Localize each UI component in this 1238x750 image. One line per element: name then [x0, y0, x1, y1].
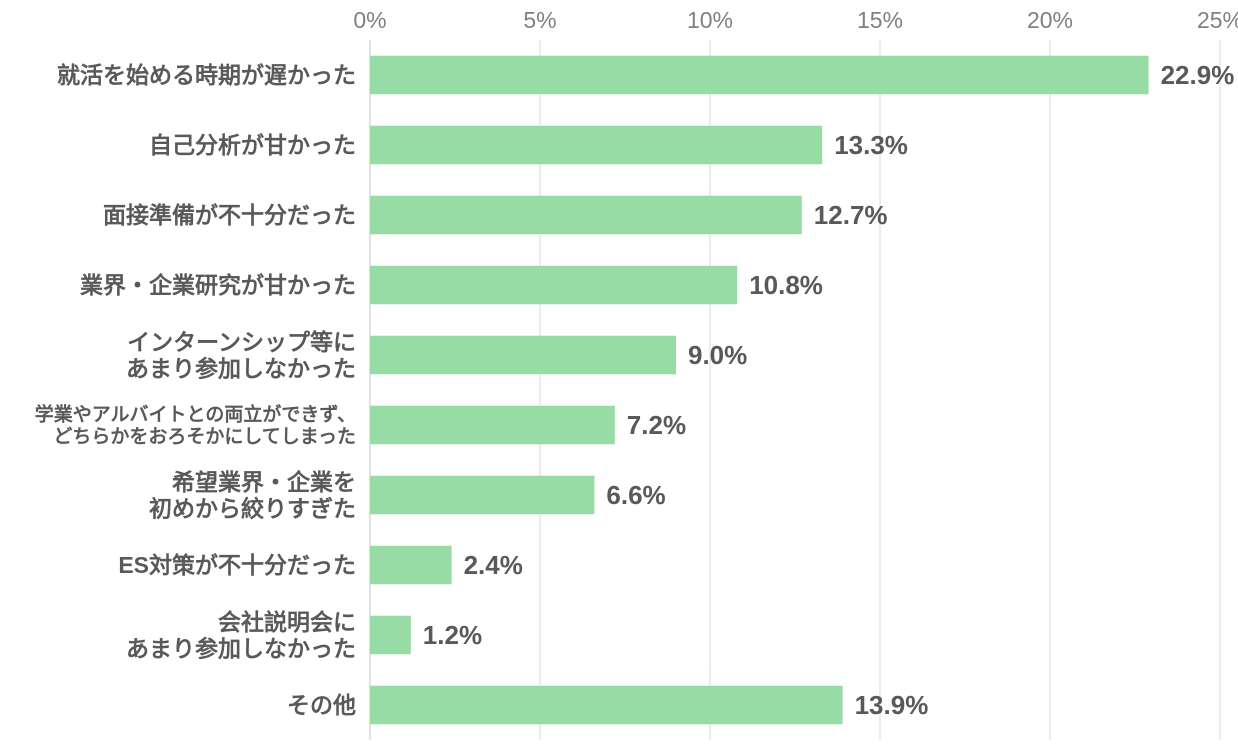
category-label-line: 自己分析が甘かった [149, 132, 356, 158]
value-label: 7.2% [627, 410, 686, 440]
category-label-line: 希望業界・企業を [172, 469, 356, 495]
x-axis-tick-label: 5% [523, 7, 556, 33]
category-label-line: その他 [287, 692, 356, 718]
category-label-line: どちらかをおろそかにしてしまった [53, 426, 356, 448]
bar [370, 126, 822, 165]
category-label: 学業やアルバイトとの両立ができず、どちらかをおろそかにしてしまった [35, 403, 356, 448]
category-label-line: 業界・企業研究が甘かった [79, 272, 356, 298]
bar [370, 266, 737, 305]
bar [370, 616, 411, 655]
category-label-line: 就活を始める時期が遅かった [57, 62, 356, 88]
value-label: 13.3% [834, 130, 908, 160]
category-label: その他 [287, 692, 356, 718]
value-label: 6.6% [606, 480, 665, 510]
bar [370, 336, 676, 375]
bar [370, 406, 615, 445]
category-label: 面接準備が不十分だった [103, 202, 356, 228]
x-axis-tick-label: 15% [857, 7, 903, 33]
category-label: インターンシップ等にあまり参加しなかった [126, 329, 356, 381]
bar [370, 686, 843, 725]
value-label: 13.9% [855, 690, 929, 720]
bar [370, 56, 1149, 95]
category-label-line: 会社説明会に [218, 609, 356, 635]
category-label-line: あまり参加しなかった [126, 355, 356, 381]
bar [370, 196, 802, 235]
category-label-line: 初めから絞りすぎた [149, 495, 356, 521]
category-label-line: 学業やアルバイトとの両立ができず、 [35, 403, 356, 426]
value-label: 9.0% [688, 340, 747, 370]
x-axis-tick-label: 0% [353, 7, 386, 33]
category-label: ES対策が不十分だった [118, 552, 356, 578]
category-label-line: インターンシップ等に [127, 329, 356, 355]
bar [370, 546, 452, 585]
value-label: 22.9% [1161, 60, 1235, 90]
x-axis-tick-label: 25% [1197, 7, 1238, 33]
category-label: 自己分析が甘かった [149, 132, 356, 158]
value-label: 1.2% [423, 620, 482, 650]
value-label: 2.4% [464, 550, 523, 580]
category-label-line: あまり参加しなかった [126, 635, 356, 661]
x-axis-tick-label: 10% [687, 7, 733, 33]
category-label-line: ES対策が不十分だった [118, 552, 356, 578]
value-label: 12.7% [814, 200, 888, 230]
category-label-line: 面接準備が不十分だった [103, 202, 356, 228]
category-label: 希望業界・企業を初めから絞りすぎた [149, 469, 356, 521]
bar [370, 476, 594, 515]
category-label: 業界・企業研究が甘かった [79, 272, 356, 298]
category-label: 就活を始める時期が遅かった [57, 62, 356, 88]
survey-bar-chart: 0% 5% 10% 15% 20% 25% 就活を始める時期が遅かった 22.9% 自己分析が甘… [0, 0, 1238, 750]
x-axis-tick-label: 20% [1027, 7, 1073, 33]
value-label: 10.8% [749, 270, 823, 300]
